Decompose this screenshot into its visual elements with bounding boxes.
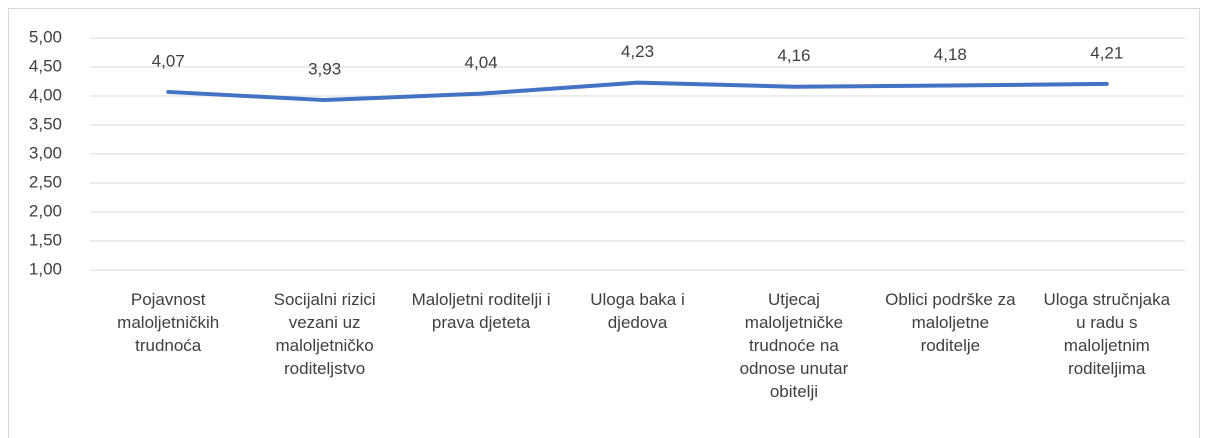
data-label: 4,18 (934, 45, 967, 64)
y-tick-label: 4,50 (29, 56, 62, 75)
y-tick-label: 4,00 (29, 85, 62, 104)
y-tick-label: 1,00 (29, 259, 62, 278)
y-tick-label: 2,50 (29, 172, 62, 191)
x-tick-label: Utjecaj maloljetničke trudnoće na odnose… (739, 290, 849, 401)
x-tick-label: Maloljetni roditelji i prava djeteta (411, 290, 551, 332)
data-label: 4,04 (465, 53, 498, 72)
x-tick-label: Pojavnost maloljetničkih trudnoća (117, 290, 220, 355)
data-label: 4,16 (777, 46, 810, 65)
y-tick-label: 3,50 (29, 114, 62, 133)
x-tick-label: Uloga stručnjaka u radu s maloljetnim ro… (1043, 290, 1171, 378)
x-tick-label: Oblici podrške za maloljetne roditelje (885, 290, 1016, 355)
data-label: 4,23 (621, 42, 654, 61)
data-label: 4,07 (152, 51, 185, 70)
chart-border (8, 8, 1200, 438)
line (166, 80, 1109, 103)
x-tick-label: Socijalni rizici vezani uz maloljetničko… (273, 290, 376, 378)
data-label: 4,21 (1090, 43, 1123, 62)
data-label: 3,93 (308, 60, 341, 79)
x-tick-label: Uloga baka i djedova (590, 290, 685, 332)
y-tick-label: 5,00 (29, 27, 62, 46)
y-tick-label: 1,50 (29, 230, 62, 249)
y-tick-label: 3,00 (29, 143, 62, 162)
y-tick-label: 2,00 (29, 201, 62, 220)
